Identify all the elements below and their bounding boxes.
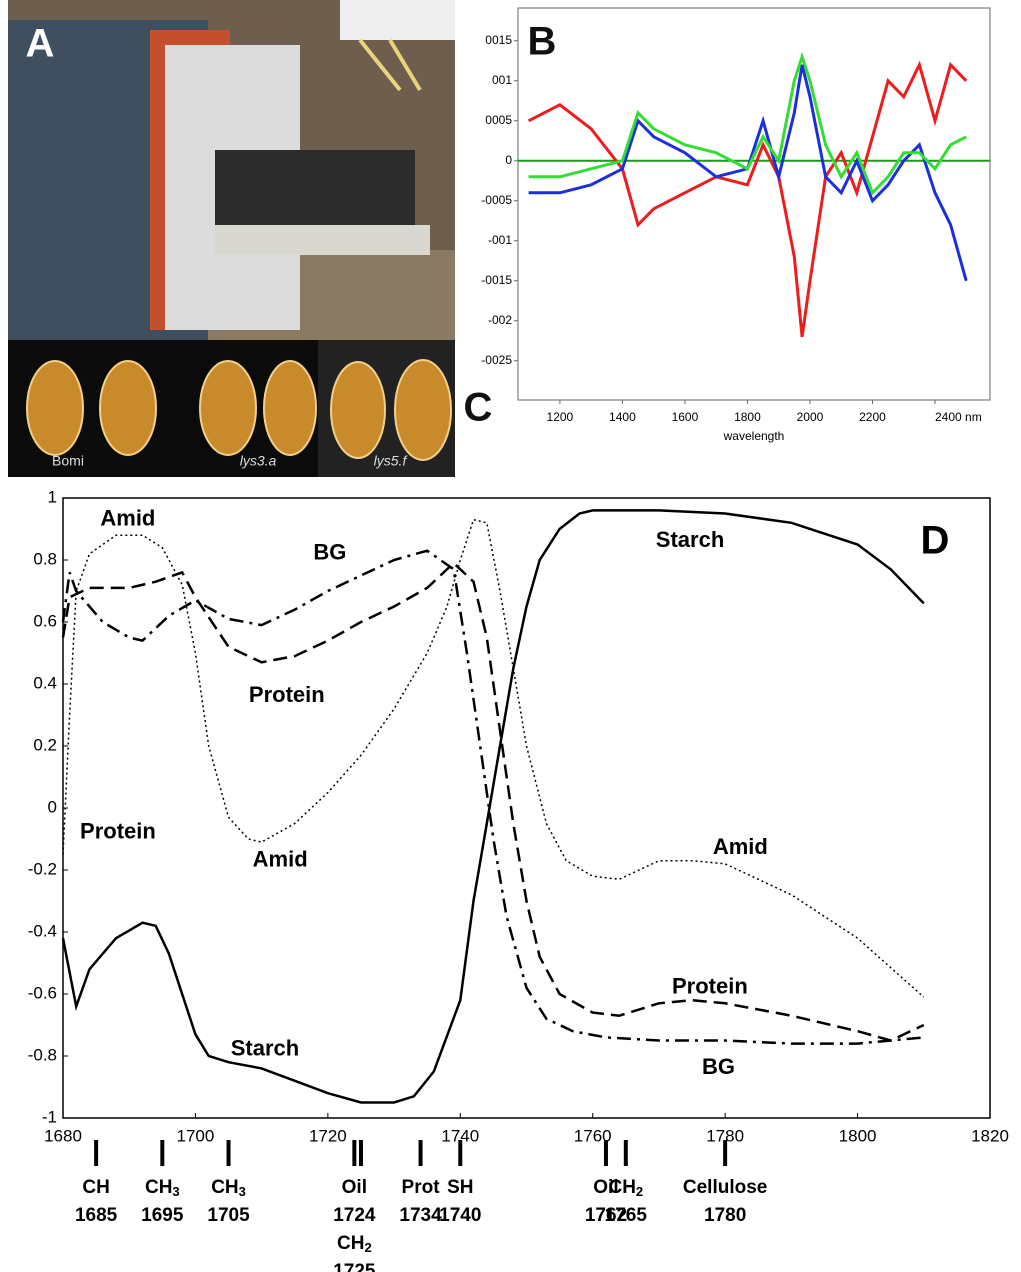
x-tick-label: 1800 xyxy=(839,1126,877,1145)
band-wavelength: 1780 xyxy=(704,1205,746,1226)
band-name: SH xyxy=(447,1177,473,1198)
band-name: CH xyxy=(337,1233,364,1254)
curve-label: Starch xyxy=(656,527,724,552)
y-tick-label: 0005 xyxy=(485,113,512,127)
y-tick-label: -1 xyxy=(42,1107,57,1126)
x-tick-label: 1700 xyxy=(177,1126,215,1145)
plot-frame-d xyxy=(62,497,991,1119)
y-tick-label: -0.2 xyxy=(28,859,57,878)
band-name: CH xyxy=(211,1177,238,1198)
band-label: CH xyxy=(82,1177,109,1198)
y-tick-label: -0005 xyxy=(481,193,512,207)
y-tick-label: 0.6 xyxy=(33,611,57,630)
spectral-curve xyxy=(61,549,924,1045)
y-tick-label: -0.6 xyxy=(28,983,57,1002)
x-tick-label: 1400 xyxy=(609,410,636,424)
y-tick-label: 0 xyxy=(48,797,57,816)
x-tick-label: 1780 xyxy=(706,1126,744,1145)
band-wavelength: 1762 xyxy=(585,1205,627,1226)
y-tick-label: -0.8 xyxy=(28,1045,57,1064)
curve-label: Starch xyxy=(231,1036,299,1061)
band-wavelength: 1734 xyxy=(399,1205,442,1226)
band-label: SH xyxy=(447,1177,473,1198)
x-axis-label: wavelength xyxy=(723,429,785,443)
curve-label: Amid xyxy=(253,847,308,872)
band-label: Oil xyxy=(342,1177,367,1198)
curve-label: BG xyxy=(702,1054,735,1079)
band-label: CH2 xyxy=(608,1177,643,1199)
band-subscript: 2 xyxy=(636,1184,643,1199)
x-tick-label: 1680 xyxy=(44,1126,82,1145)
spectrum-line xyxy=(528,64,968,282)
y-tick-label: -0.4 xyxy=(28,921,57,940)
panel-label: C xyxy=(464,386,493,430)
band-subscript: 3 xyxy=(239,1184,246,1199)
x-tick-label: 2000 xyxy=(797,410,824,424)
band-name: Oil xyxy=(593,1177,618,1198)
band-label: Prot xyxy=(402,1177,441,1198)
curve-label: Protein xyxy=(672,974,748,999)
y-tick-label: -002 xyxy=(488,313,512,327)
band-wavelength: 1695 xyxy=(141,1205,184,1226)
photo-a: A xyxy=(8,0,455,340)
x-tick-label: 1820 xyxy=(971,1126,1009,1145)
spectral-curve xyxy=(61,509,925,1104)
y-tick-label: 0 xyxy=(505,153,512,167)
band-wavelength: 1724 xyxy=(333,1205,376,1226)
band-wavelength: 1740 xyxy=(439,1205,481,1226)
band-label: Oil xyxy=(593,1177,618,1198)
band-subscript: 3 xyxy=(172,1184,179,1199)
band-subscript: 2 xyxy=(364,1240,371,1255)
y-tick-label: -001 xyxy=(488,233,512,247)
band-wavelength: 1765 xyxy=(605,1205,648,1226)
x-tick-label: 1600 xyxy=(672,410,699,424)
x-tick-label: 1720 xyxy=(309,1126,347,1145)
y-tick-label: 0015 xyxy=(485,33,512,47)
y-tick-label: -0025 xyxy=(481,353,512,367)
band-name: Cellulose xyxy=(683,1177,767,1198)
y-tick-label: 001 xyxy=(492,73,512,87)
band-name: CH xyxy=(145,1177,172,1198)
x-tick-label: 1800 xyxy=(734,410,761,424)
x-tick-label: 2200 xyxy=(859,410,886,424)
band-wavelength: 1725 xyxy=(333,1261,376,1272)
photo-caption: Bomi xyxy=(52,453,84,469)
y-tick-label: 0.8 xyxy=(33,549,57,568)
curve-label: Amid xyxy=(100,506,155,531)
panel-label: D xyxy=(921,519,950,563)
spectral-curve xyxy=(61,561,925,1042)
y-tick-label: 0.4 xyxy=(33,673,57,692)
curve-label: Protein xyxy=(80,819,156,844)
y-tick-label: -0015 xyxy=(481,273,512,287)
band-label: CH3 xyxy=(145,1177,180,1199)
curve-label: BG xyxy=(313,540,346,565)
photo-c: Bomi lys3.a lys5.f C xyxy=(8,340,492,477)
x-tick-label: 1200 xyxy=(547,410,574,424)
band-label: CH2 xyxy=(337,1233,372,1255)
band-name: CH xyxy=(82,1177,109,1198)
x-tick-label: 2400 nm xyxy=(935,410,982,424)
panel-label: A xyxy=(26,22,55,66)
band-wavelength: 1685 xyxy=(75,1205,118,1226)
photo-caption: lys3.a xyxy=(240,453,277,469)
panel-label: B xyxy=(528,20,557,64)
band-label: CH3 xyxy=(211,1177,246,1199)
plot-frame-b xyxy=(517,7,991,401)
y-tick-label: 0.2 xyxy=(33,735,57,754)
curve-label: Amid xyxy=(713,834,768,859)
x-tick-label: 1760 xyxy=(574,1126,612,1145)
spectrum-line xyxy=(527,60,968,338)
band-label: Cellulose xyxy=(683,1177,767,1198)
curve-label: Protein xyxy=(249,682,325,707)
band-name: Prot xyxy=(402,1177,441,1198)
photo-caption: lys5.f xyxy=(374,453,409,469)
band-name: Oil xyxy=(342,1177,367,1198)
band-name: CH xyxy=(608,1177,635,1198)
band-wavelength: 1705 xyxy=(207,1205,250,1226)
spectrum-line xyxy=(528,51,967,196)
y-tick-label: 1 xyxy=(48,487,57,506)
x-tick-label: 1740 xyxy=(441,1126,479,1145)
